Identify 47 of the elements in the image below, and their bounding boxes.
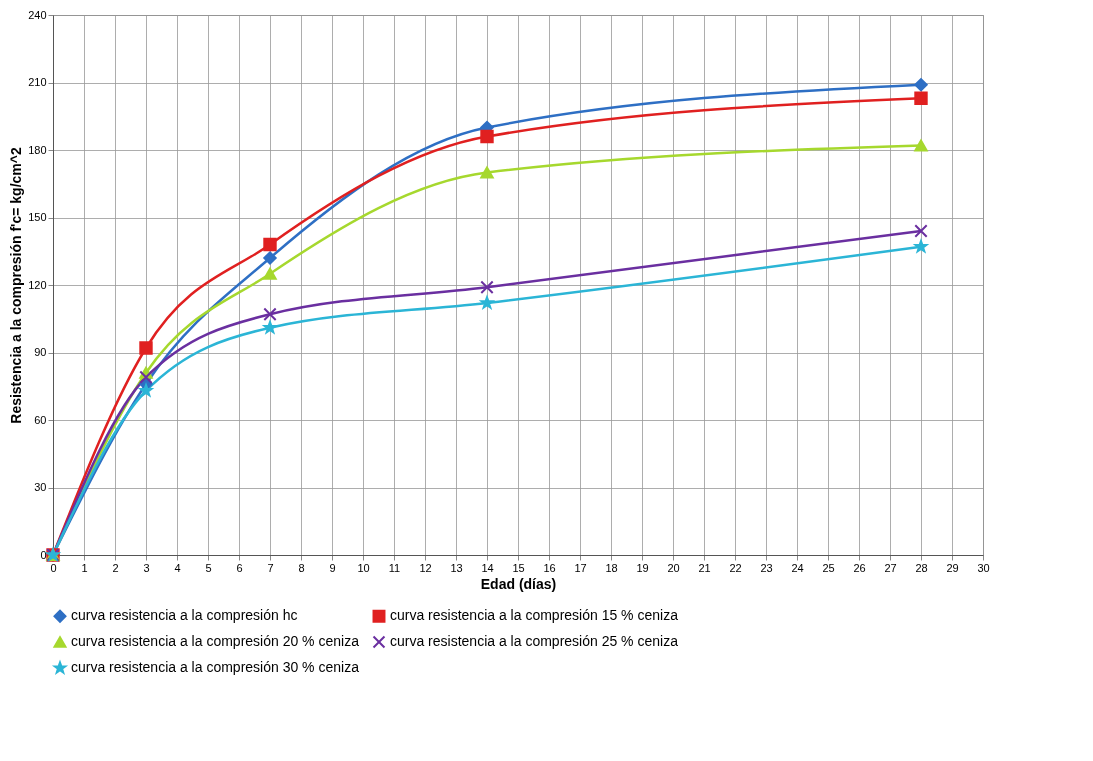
x-tick-label: 5 <box>205 561 212 574</box>
y-tick-label: 90 <box>34 346 47 358</box>
legend-label: curva resistencia a la compresión 30 % ceniza <box>71 659 360 675</box>
x-tick-label: 2 <box>112 561 119 574</box>
x-tick-label: 29 <box>946 561 959 574</box>
x-tick-label: 8 <box>298 561 305 574</box>
y-tick-label: 180 <box>28 143 47 156</box>
x-tick-label: 17 <box>574 561 587 574</box>
x-axis-title: Edad (días) <box>480 575 557 592</box>
x-tick-label: 4 <box>174 561 181 574</box>
x-tick-label: 6 <box>236 561 243 574</box>
x-tick-label: 3 <box>143 561 150 574</box>
legend-label: curva resistencia a la compresión 20 % ceniza <box>71 633 360 649</box>
x-tick-label: 23 <box>760 561 773 574</box>
y-tick-label: 0 <box>40 548 47 561</box>
x-tick-label: 19 <box>636 561 649 574</box>
x-tick-label: 18 <box>605 561 618 574</box>
y-tick-label: 120 <box>28 278 47 291</box>
x-tick-label: 14 <box>481 561 494 574</box>
x-tick-label: 11 <box>388 561 401 574</box>
x-tick-label: 9 <box>329 561 336 574</box>
x-tick-label: 16 <box>543 561 556 574</box>
x-tick-label: 25 <box>822 561 835 574</box>
x-tick-label: 1 <box>81 561 88 574</box>
y-tick-label: 30 <box>34 481 47 493</box>
y-tick-label: 150 <box>28 211 47 223</box>
legend-label: curva resistencia a la compresión 25 % ceniza <box>390 633 679 649</box>
x-tick-label: 22 <box>729 561 742 574</box>
y-tick-label: 240 <box>28 8 47 21</box>
x-tick-label: 10 <box>357 561 370 574</box>
x-tick-label: 15 <box>512 561 525 574</box>
x-tick-label: 27 <box>884 561 897 574</box>
x-tick-label: 26 <box>853 561 866 574</box>
legend-label: curva resistencia a la compresión hc <box>71 607 298 624</box>
x-tick-label: 28 <box>915 561 928 574</box>
x-tick-label: 24 <box>791 561 804 574</box>
x-tick-label: 7 <box>267 561 274 574</box>
x-tick-label: 12 <box>419 561 432 574</box>
x-tick-label: 0 <box>50 561 57 574</box>
x-tick-label: 30 <box>977 561 990 574</box>
legend-label: curva resistencia a la compresión 15 % ceniza <box>390 607 679 624</box>
y-axis-title: Resistencia a la compresión f'c= kg/cm^2 <box>8 147 25 424</box>
x-tick-label: 20 <box>667 561 680 574</box>
y-tick-label: 210 <box>28 76 47 88</box>
y-tick-label: 60 <box>34 413 47 426</box>
x-tick-label: 13 <box>450 561 463 574</box>
x-tick-label: 21 <box>698 561 711 574</box>
